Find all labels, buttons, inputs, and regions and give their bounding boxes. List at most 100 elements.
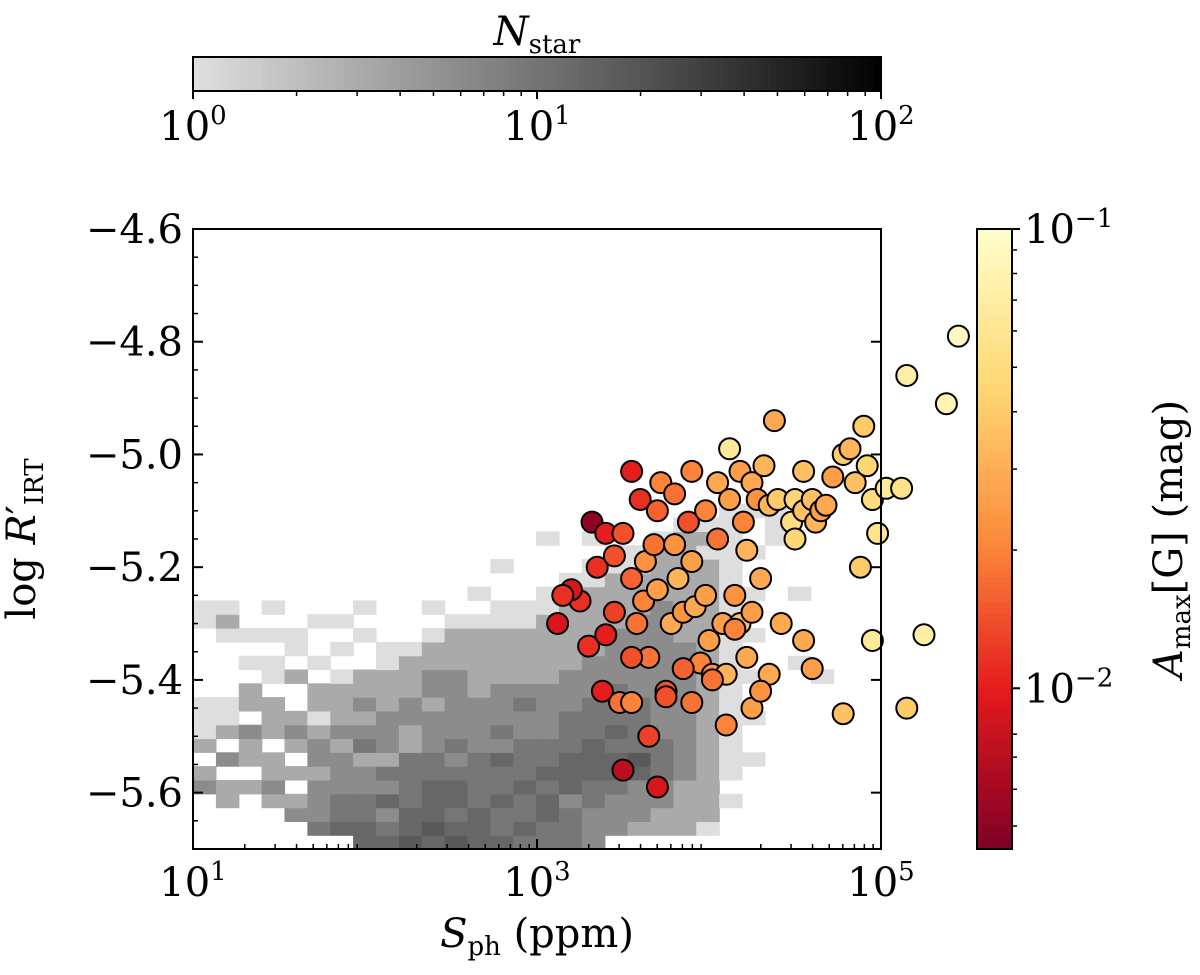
colorbar-swatch xyxy=(647,57,655,91)
colorbar-swatch xyxy=(193,57,201,91)
hist-bin xyxy=(536,766,560,781)
hist-bin xyxy=(536,752,560,767)
hist-bin xyxy=(353,766,377,781)
colorbar-swatch xyxy=(351,57,359,91)
scatter-point xyxy=(740,600,764,624)
colorbar-swatch xyxy=(977,272,1012,280)
colorbar-swatch xyxy=(413,57,421,91)
hist-bin xyxy=(398,807,423,822)
y-tick-label: −5.4 xyxy=(86,658,183,704)
colorbar-swatch xyxy=(213,57,222,91)
hist-bin xyxy=(536,710,560,726)
scatter-point xyxy=(792,629,816,652)
hist-bin xyxy=(284,738,308,753)
hist-bin xyxy=(627,821,652,836)
hist-bin xyxy=(238,780,263,795)
colorbar-swatch xyxy=(557,57,566,91)
hist-bin xyxy=(307,821,331,836)
colorbar-swatch xyxy=(977,619,1012,627)
hist-bin xyxy=(696,793,720,809)
hist-bin xyxy=(284,710,308,726)
colorbar-swatch xyxy=(406,57,414,91)
colorbar-swatch xyxy=(619,57,628,91)
hist-bin xyxy=(513,766,537,781)
hist-bin xyxy=(719,559,743,574)
hist-bin xyxy=(215,724,240,740)
scatter-point xyxy=(602,600,626,624)
hist-bin xyxy=(444,669,469,684)
scatter-point xyxy=(706,471,730,495)
colorbar-swatch xyxy=(337,57,346,91)
hist-bin xyxy=(559,766,583,781)
colorbar-swatch xyxy=(977,756,1012,763)
colorbar-swatch xyxy=(605,57,614,91)
hist-bin xyxy=(581,766,606,781)
colorbar-swatch xyxy=(495,57,504,91)
hist-bin xyxy=(513,793,537,809)
colorbar-swatch xyxy=(640,57,648,91)
hist-bin xyxy=(421,766,446,781)
hist-bin xyxy=(559,738,583,753)
hist-bin xyxy=(421,710,446,726)
colorbar-swatch xyxy=(282,57,291,91)
colorbar-swatch xyxy=(977,576,1012,584)
hist-bin xyxy=(421,628,446,643)
hist-bin xyxy=(398,641,423,657)
hist-bin xyxy=(353,807,377,822)
hist-bin xyxy=(398,724,423,740)
colorbar-swatch xyxy=(371,57,380,91)
hist-bin xyxy=(444,752,469,767)
y-axis-label: log R′IRT xyxy=(0,458,50,620)
hist-bin xyxy=(650,807,674,822)
hist-bin xyxy=(193,766,217,781)
hist-bin xyxy=(696,710,720,726)
colorbar-swatch xyxy=(722,57,731,91)
hist-bin xyxy=(421,724,446,740)
colorbar-swatch xyxy=(296,57,304,91)
hist-bin xyxy=(238,752,263,767)
colorbar-swatch xyxy=(399,57,408,91)
hist-bin xyxy=(673,641,697,657)
hist-bin xyxy=(284,807,308,822)
colorbar-swatch xyxy=(977,427,1012,435)
hist-bin xyxy=(444,793,469,809)
hist-bin xyxy=(490,780,514,795)
colorbar-swatch xyxy=(977,390,1012,398)
colorbar-swatch xyxy=(977,706,1012,714)
hist-bin xyxy=(581,780,606,795)
hist-bin xyxy=(559,780,583,795)
hist-bin xyxy=(353,683,377,698)
colorbar-swatch xyxy=(977,774,1012,782)
colorbar-swatch xyxy=(392,57,401,91)
hist-bin xyxy=(444,766,469,781)
colorbar-swatch xyxy=(757,57,765,91)
colorbar-swatch xyxy=(977,514,1012,522)
scatter-point xyxy=(546,612,570,635)
hist-bin xyxy=(719,683,743,698)
colorbar-swatch xyxy=(977,805,1012,813)
hist-bin xyxy=(581,793,606,809)
colorbar-tick-label: 10−1 xyxy=(1024,204,1113,253)
scatter-point xyxy=(723,583,747,607)
scatter-point xyxy=(895,696,919,720)
colorbar-swatch xyxy=(633,57,641,91)
hist-bin xyxy=(376,821,400,836)
colorbar-swatch xyxy=(977,768,1012,776)
colorbar-swatch xyxy=(977,247,1012,255)
hist-bin xyxy=(376,793,400,809)
colorbar-swatch xyxy=(660,57,669,91)
hist-bin xyxy=(673,738,697,753)
scatter-point xyxy=(577,634,601,658)
colorbar-swatch xyxy=(977,346,1012,354)
hist-bin xyxy=(490,724,514,740)
hist-bin xyxy=(673,793,697,809)
colorbar-swatch xyxy=(977,824,1012,832)
hist-bin xyxy=(513,697,537,712)
colorbar-swatch xyxy=(977,495,1012,503)
hist-bin xyxy=(490,835,514,850)
hist-bin xyxy=(513,752,537,767)
colorbar-swatch xyxy=(770,57,779,91)
hist-bin xyxy=(490,793,514,809)
hist-bin xyxy=(444,628,469,643)
hist-bin xyxy=(467,793,491,809)
